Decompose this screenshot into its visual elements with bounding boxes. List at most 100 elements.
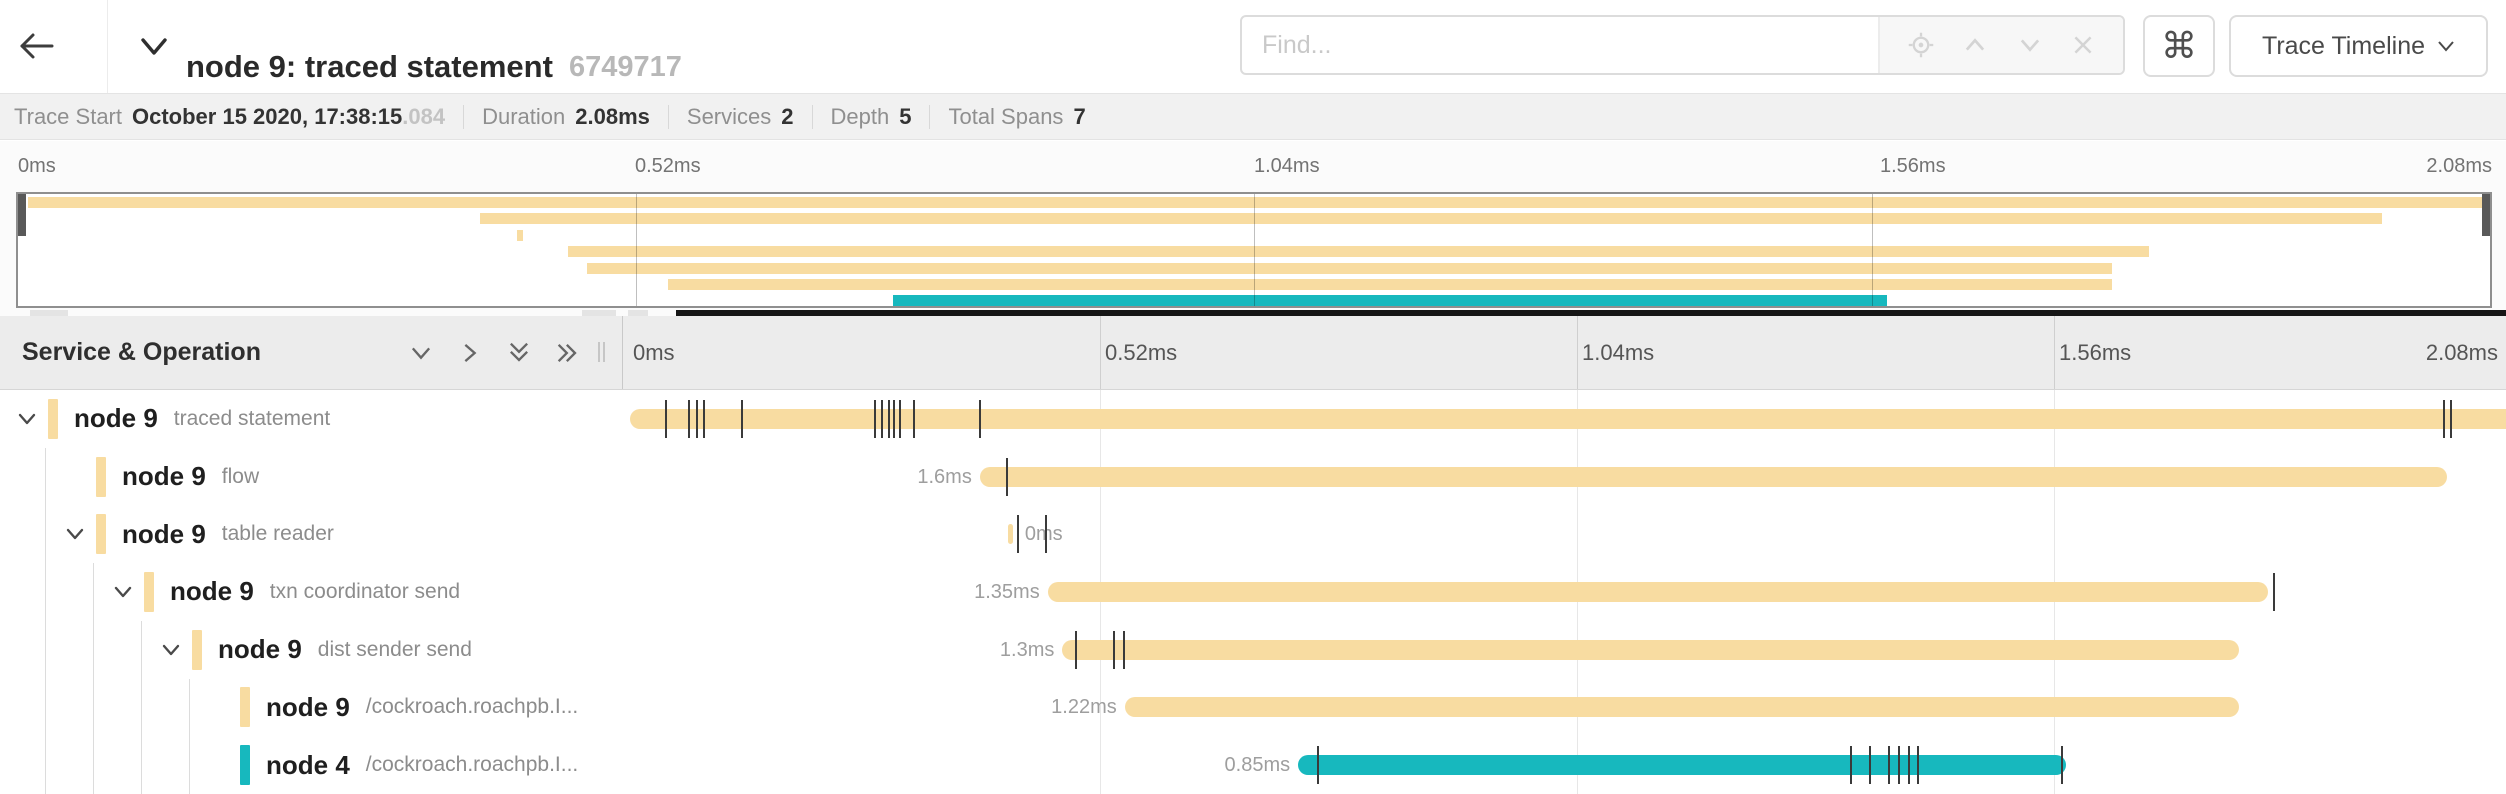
summary-label: Trace Start (14, 103, 122, 129)
summary-value: 7 (1073, 103, 1086, 129)
minimap-tick-label: 0.52ms (635, 155, 701, 177)
expand-one-level-button[interactable] (404, 336, 438, 370)
span-bar[interactable] (1062, 639, 2240, 660)
next-match-button[interactable] (2016, 31, 2044, 59)
span-row[interactable]: node 9/cockroach.roachpb.I... 1.22ms (0, 678, 2506, 737)
span-bar[interactable] (1298, 755, 2066, 776)
collapse-trace-header-chevron-icon[interactable] (138, 36, 170, 58)
close-icon (2070, 32, 2096, 58)
tree-guide-line (141, 678, 142, 737)
span-rows: node 9 traced statement node 9 flow 1.6ms nod… (0, 390, 2506, 794)
timeline-tick-label: 0.52ms (1105, 339, 1178, 365)
span-event-tick (1917, 746, 1920, 785)
timeline-tick-label: 0ms (633, 339, 675, 365)
tree-guide-line (189, 678, 190, 737)
minimap-tick-label: 1.56ms (1880, 155, 1946, 177)
expand-all-button[interactable] (502, 336, 536, 370)
span-row[interactable]: node 4/cockroach.roachpb.I... 0.85ms (0, 736, 2506, 794)
minimap-underline-segment (582, 310, 616, 316)
timeline-header-gridline (1577, 316, 1578, 389)
minimap-span-bar (517, 229, 524, 241)
collapse-all-button[interactable] (551, 336, 585, 370)
minimap-left-scrubber[interactable] (18, 194, 26, 236)
span-event-tick (2061, 746, 2064, 785)
span-name-cell: node 4/cockroach.roachpb.I... (266, 736, 617, 794)
collapse-controls (404, 316, 585, 389)
minimap-tick-label: 0ms (18, 155, 56, 177)
span-event-tick (1006, 457, 1009, 496)
timeline-tick-label: 2.08ms (2425, 339, 2498, 365)
back-button[interactable] (16, 18, 72, 74)
span-expander-chevron-icon[interactable] (65, 527, 85, 541)
focus-match-button[interactable] (1907, 31, 1935, 59)
span-bar[interactable] (979, 466, 2448, 487)
span-expander-chevron-icon[interactable] (161, 643, 181, 657)
minimap-span-bar (668, 279, 2113, 290)
span-expander-chevron-icon[interactable] (113, 585, 133, 599)
span-bar[interactable] (1047, 582, 2268, 603)
span-event-tick (1868, 746, 1871, 785)
trace-minimap: 0ms 0.52ms 1.04ms 1.56ms 2.08ms (0, 141, 2506, 316)
service-name: node 9 (74, 403, 158, 434)
tree-guide-line (45, 505, 46, 564)
column-resizer-grip[interactable] (598, 342, 605, 362)
find-suffix-toolbar (1878, 17, 2123, 73)
span-event-tick (1017, 515, 1020, 554)
keyboard-shortcuts-button[interactable]: ⌘ (2143, 15, 2215, 77)
operation-name: dist sender send (317, 637, 472, 661)
span-event-tick (1888, 746, 1890, 785)
span-row[interactable]: node 9 traced statement (0, 390, 2506, 448)
trace-id: 6749717 (568, 50, 682, 83)
minimap-canvas[interactable] (16, 192, 2492, 308)
span-event-tick (1045, 515, 1047, 554)
span-bar[interactable] (1124, 697, 2240, 718)
service-color-bar (96, 456, 106, 497)
tree-guide-line (93, 620, 94, 679)
chevron-down-icon (407, 339, 435, 367)
minimap-right-scrubber[interactable] (2482, 194, 2490, 236)
find-input[interactable] (1242, 17, 1878, 73)
span-event-tick (2273, 573, 2276, 612)
locate-icon (1907, 31, 1935, 59)
timeline-header-row: Service & Operation (0, 316, 2506, 390)
operation-name: flow (221, 464, 260, 488)
back-arrow-icon (16, 29, 72, 63)
minimap-span-bar (480, 213, 2382, 225)
collapse-one-level-button[interactable] (453, 336, 487, 370)
span-row[interactable]: node 9 txn coordinator send 1.35ms (0, 563, 2506, 621)
tree-guide-line (93, 563, 94, 621)
tree-guide-line (45, 563, 46, 621)
span-event-tick (1908, 746, 1911, 785)
span-bar[interactable] (1008, 524, 1014, 545)
span-row[interactable]: node 9 table reader 0ms (0, 505, 2506, 564)
span-event-tick (2442, 399, 2445, 438)
trace-view-dropdown-label: Trace Timeline (2261, 31, 2425, 60)
chevron-up-icon (1961, 31, 1989, 59)
minimap-span-bar (892, 295, 1888, 307)
chevron-right-icon (456, 339, 484, 367)
trace-view-dropdown[interactable]: Trace Timeline (2229, 15, 2488, 77)
span-name-cell: node 9/cockroach.roachpb.I... (266, 679, 617, 737)
tree-guide-line (189, 736, 190, 794)
service-name: node 9 (122, 461, 206, 492)
span-bar[interactable] (630, 408, 2506, 429)
span-row[interactable]: node 9 flow 1.6ms (0, 447, 2506, 506)
minimap-underline-segment (628, 310, 648, 316)
minimap-underline-bar (676, 310, 2506, 316)
span-row[interactable]: node 9 dist sender send 1.3ms (0, 620, 2506, 679)
span-event-tick (741, 399, 744, 438)
span-name-cell: node 9 txn coordinator send (170, 563, 617, 621)
span-duration-label: 0.85ms (1224, 754, 1291, 777)
minimap-span-bar (27, 197, 2490, 208)
summary-label: Total Spans (948, 103, 1064, 129)
span-event-tick (1112, 630, 1115, 669)
prev-match-button[interactable] (1961, 31, 1989, 59)
clear-search-button[interactable] (2070, 32, 2096, 58)
service-name: node 9 (122, 518, 206, 549)
span-event-tick (892, 399, 895, 438)
chevron-down-icon (2016, 31, 2044, 59)
service-name: node 9 (170, 576, 254, 607)
summary-value-suffix: .084 (402, 103, 446, 129)
span-expander-chevron-icon[interactable] (17, 412, 37, 426)
